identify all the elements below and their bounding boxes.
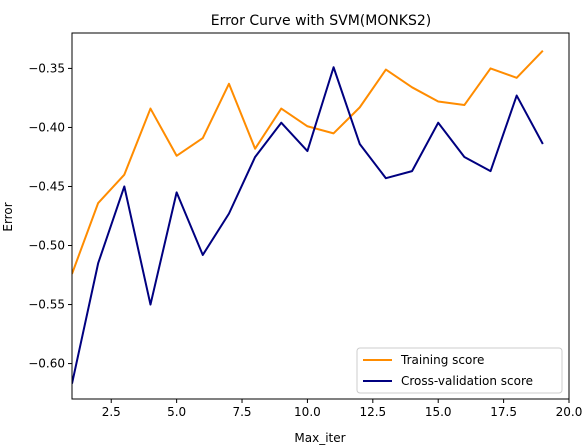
- x-axis: 2.5 5.0 7.5 10.0 12.5 15.0 17.5 20.0: [102, 399, 583, 419]
- legend: Training score Cross-validation score: [356, 347, 563, 394]
- legend-label-cross-validation: Cross-validation score: [401, 374, 533, 388]
- x-tick-label: 17.5: [490, 405, 517, 419]
- legend-label-training: Training score: [400, 353, 484, 367]
- y-axis-label: Error: [1, 202, 15, 231]
- y-tick-label: −0.40: [28, 120, 65, 134]
- series-line-cross-validation: [72, 66, 544, 384]
- series-line-training: [72, 50, 544, 275]
- y-tick-label: −0.60: [28, 357, 65, 371]
- x-tick-label: 20.0: [556, 405, 583, 419]
- y-tick-label: −0.50: [28, 239, 65, 253]
- series-layer: [72, 50, 544, 384]
- plot-frame: [71, 32, 570, 400]
- x-tick-label: 2.5: [102, 405, 121, 419]
- chart-title: Error Curve with SVM(MONKS2): [211, 13, 432, 29]
- y-tick-label: −0.35: [28, 61, 65, 75]
- legend-box: [356, 347, 563, 394]
- y-tick-label: −0.55: [28, 298, 65, 312]
- y-axis: −0.60 −0.55 −0.50 −0.45 −0.40 −0.35: [28, 61, 72, 371]
- y-tick-label: −0.45: [28, 179, 65, 193]
- x-tick-label: 7.5: [232, 405, 251, 419]
- x-tick-label: 12.5: [359, 405, 386, 419]
- x-tick-label: 10.0: [294, 405, 321, 419]
- x-axis-label: Max_iter: [294, 431, 345, 445]
- x-tick-label: 5.0: [167, 405, 186, 419]
- x-tick-label: 15.0: [425, 405, 452, 419]
